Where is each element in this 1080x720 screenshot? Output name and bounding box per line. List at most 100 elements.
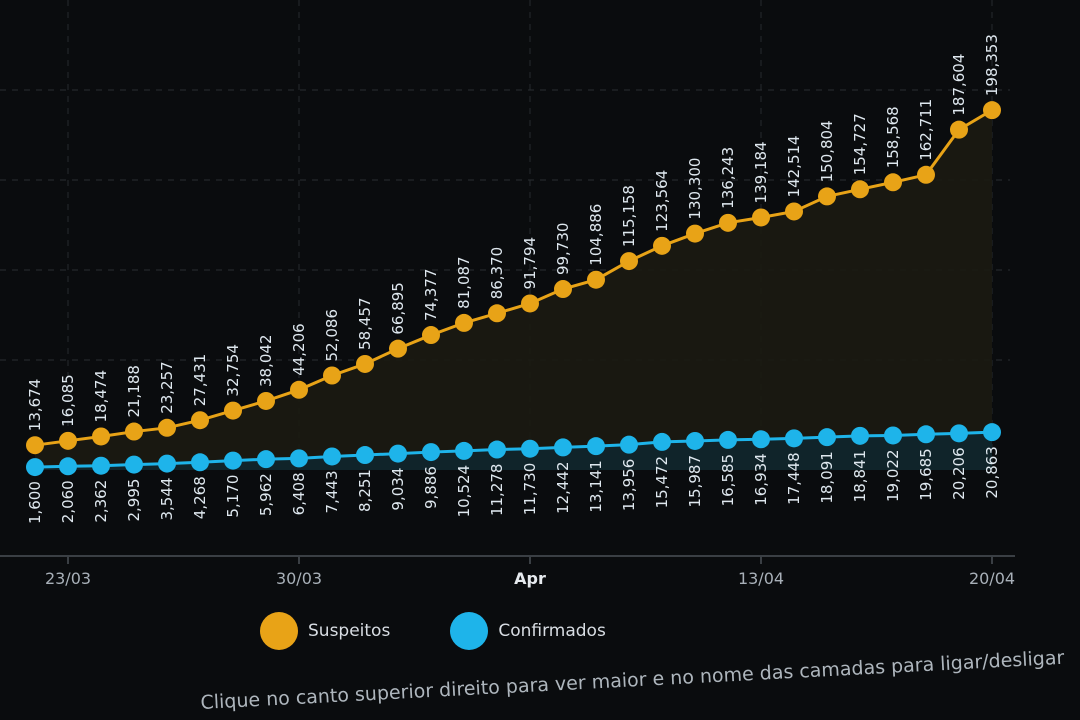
line-chart: 23/03 30/03 Apr 13/04 20/04 13,674 16,085 18,47…	[0, 0, 1015, 588]
data-label: 19,685	[917, 448, 935, 501]
data-point-suspeitos	[92, 427, 110, 446]
data-point-suspeitos	[587, 270, 605, 289]
data-label: 38,042	[257, 334, 275, 387]
data-label: 12,442	[554, 461, 572, 513]
data-label: 44,206	[290, 323, 308, 376]
data-label: 5,962	[257, 473, 275, 516]
data-point-suspeitos	[884, 173, 902, 192]
data-point-suspeitos	[653, 236, 671, 255]
data-label: 74,377	[422, 269, 440, 322]
data-point-confirmados	[521, 439, 539, 458]
data-point-suspeitos	[521, 294, 539, 313]
data-label: 142,514	[785, 135, 803, 197]
data-point-confirmados	[653, 432, 671, 451]
data-label: 158,568	[884, 106, 902, 168]
data-point-suspeitos	[455, 313, 473, 332]
data-point-confirmados	[59, 457, 77, 476]
data-label: 11,730	[521, 463, 539, 515]
data-label: 13,956	[620, 459, 638, 512]
data-label: 58,457	[356, 297, 374, 350]
data-point-confirmados	[719, 430, 737, 449]
x-tick-label: Apr	[514, 569, 546, 588]
data-point-confirmados	[554, 438, 572, 457]
x-tick-label: 30/03	[276, 569, 322, 588]
data-label: 7,443	[323, 470, 341, 513]
data-label: 52,086	[323, 309, 341, 362]
data-point-confirmados	[785, 429, 803, 448]
data-label: 115,158	[620, 185, 638, 247]
data-point-suspeitos	[950, 120, 968, 139]
data-label: 2,060	[59, 480, 77, 523]
x-tick-label: 23/03	[45, 569, 91, 588]
data-label: 18,091	[818, 451, 836, 504]
data-label: 23,257	[158, 361, 176, 414]
data-label: 9,886	[422, 466, 440, 509]
data-point-suspeitos	[983, 101, 1001, 120]
legend-item-confirmados[interactable]: Confirmados	[450, 612, 606, 650]
data-point-suspeitos	[818, 187, 836, 206]
data-point-confirmados	[224, 451, 242, 470]
data-label: 16,085	[59, 374, 77, 427]
data-label: 136,243	[719, 147, 737, 209]
data-point-confirmados	[818, 428, 836, 447]
data-label: 104,886	[587, 204, 605, 266]
data-label: 15,472	[653, 456, 671, 509]
data-point-suspeitos	[917, 165, 935, 184]
data-point-suspeitos	[257, 391, 275, 410]
data-point-suspeitos	[26, 436, 44, 455]
data-point-confirmados	[917, 425, 935, 444]
data-point-suspeitos	[59, 431, 77, 450]
data-label: 198,353	[983, 34, 1001, 96]
data-label: 9,034	[389, 468, 407, 511]
data-point-suspeitos	[290, 380, 308, 399]
data-point-suspeitos	[488, 304, 506, 323]
legend-label: Confirmados	[498, 621, 606, 641]
data-label: 18,841	[851, 450, 869, 503]
data-point-confirmados	[125, 455, 143, 474]
data-label: 123,564	[653, 170, 671, 232]
data-point-suspeitos	[125, 422, 143, 441]
data-point-confirmados	[356, 446, 374, 465]
data-label: 18,474	[92, 370, 110, 423]
data-point-confirmados	[257, 450, 275, 469]
data-point-confirmados	[323, 447, 341, 466]
data-point-suspeitos	[851, 180, 869, 199]
data-point-confirmados	[587, 437, 605, 456]
data-label: 1,600	[26, 481, 44, 524]
data-point-suspeitos	[356, 354, 374, 373]
data-label: 13,674	[26, 379, 44, 432]
data-point-confirmados	[884, 426, 902, 445]
data-label: 20,206	[950, 447, 968, 500]
data-label: 130,300	[686, 158, 704, 220]
data-point-suspeitos	[686, 224, 704, 243]
data-point-suspeitos	[191, 411, 209, 430]
data-point-confirmados	[92, 456, 110, 475]
data-label: 187,604	[950, 54, 968, 116]
data-label: 8,251	[356, 469, 374, 512]
data-label: 66,895	[389, 282, 407, 335]
data-label: 17,448	[785, 452, 803, 505]
data-label: 16,934	[752, 453, 770, 506]
data-label: 3,544	[158, 478, 176, 521]
data-label: 2,995	[125, 479, 143, 522]
data-label: 81,087	[455, 256, 473, 309]
footer-note: Clique no canto superior direito para ve…	[200, 646, 1065, 714]
legend-swatch-suspeitos	[260, 612, 298, 650]
data-point-suspeitos	[323, 366, 341, 385]
data-label: 19,022	[884, 449, 902, 502]
data-point-suspeitos	[554, 280, 572, 299]
data-point-confirmados	[290, 449, 308, 468]
data-label: 21,188	[125, 365, 143, 418]
data-point-confirmados	[389, 444, 407, 463]
x-tick-label: 13/04	[738, 569, 784, 588]
legend-item-suspeitos[interactable]: Suspeitos	[260, 612, 390, 650]
data-label: 150,804	[818, 120, 836, 182]
legend: Suspeitos Confirmados	[260, 612, 606, 650]
data-point-suspeitos	[389, 339, 407, 358]
x-tick-label: 20/04	[969, 569, 1015, 588]
area-suspeitos	[35, 110, 992, 471]
data-point-confirmados	[620, 435, 638, 454]
data-point-confirmados	[455, 441, 473, 460]
data-point-confirmados	[686, 431, 704, 450]
data-label: 11,278	[488, 464, 506, 516]
